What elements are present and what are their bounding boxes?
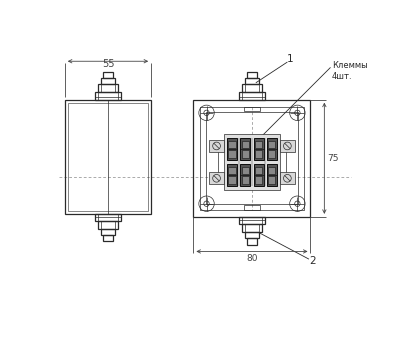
FancyBboxPatch shape xyxy=(242,150,249,158)
FancyBboxPatch shape xyxy=(268,141,276,148)
Text: 75: 75 xyxy=(328,154,339,163)
FancyBboxPatch shape xyxy=(228,150,236,158)
FancyBboxPatch shape xyxy=(242,141,249,148)
FancyBboxPatch shape xyxy=(255,176,262,184)
FancyBboxPatch shape xyxy=(268,150,276,158)
Text: 80: 80 xyxy=(246,254,258,263)
FancyBboxPatch shape xyxy=(209,172,224,184)
FancyBboxPatch shape xyxy=(240,164,250,186)
FancyBboxPatch shape xyxy=(280,172,295,184)
FancyBboxPatch shape xyxy=(228,167,236,174)
FancyBboxPatch shape xyxy=(267,138,277,160)
Text: 55: 55 xyxy=(102,59,114,69)
FancyBboxPatch shape xyxy=(227,138,237,160)
FancyBboxPatch shape xyxy=(254,138,264,160)
FancyBboxPatch shape xyxy=(255,167,262,174)
Text: 2: 2 xyxy=(310,257,316,266)
FancyBboxPatch shape xyxy=(255,141,262,148)
FancyBboxPatch shape xyxy=(242,167,249,174)
Text: 1: 1 xyxy=(286,54,293,64)
FancyBboxPatch shape xyxy=(255,150,262,158)
FancyBboxPatch shape xyxy=(254,164,264,186)
FancyBboxPatch shape xyxy=(209,140,224,152)
Text: Клеммы
4шт.: Клеммы 4шт. xyxy=(332,61,368,80)
FancyBboxPatch shape xyxy=(228,176,236,184)
FancyBboxPatch shape xyxy=(267,164,277,186)
FancyBboxPatch shape xyxy=(224,134,280,190)
FancyBboxPatch shape xyxy=(268,176,276,184)
FancyBboxPatch shape xyxy=(227,164,237,186)
FancyBboxPatch shape xyxy=(240,138,250,160)
FancyBboxPatch shape xyxy=(242,176,249,184)
FancyBboxPatch shape xyxy=(280,140,295,152)
FancyBboxPatch shape xyxy=(268,167,276,174)
FancyBboxPatch shape xyxy=(228,141,236,148)
